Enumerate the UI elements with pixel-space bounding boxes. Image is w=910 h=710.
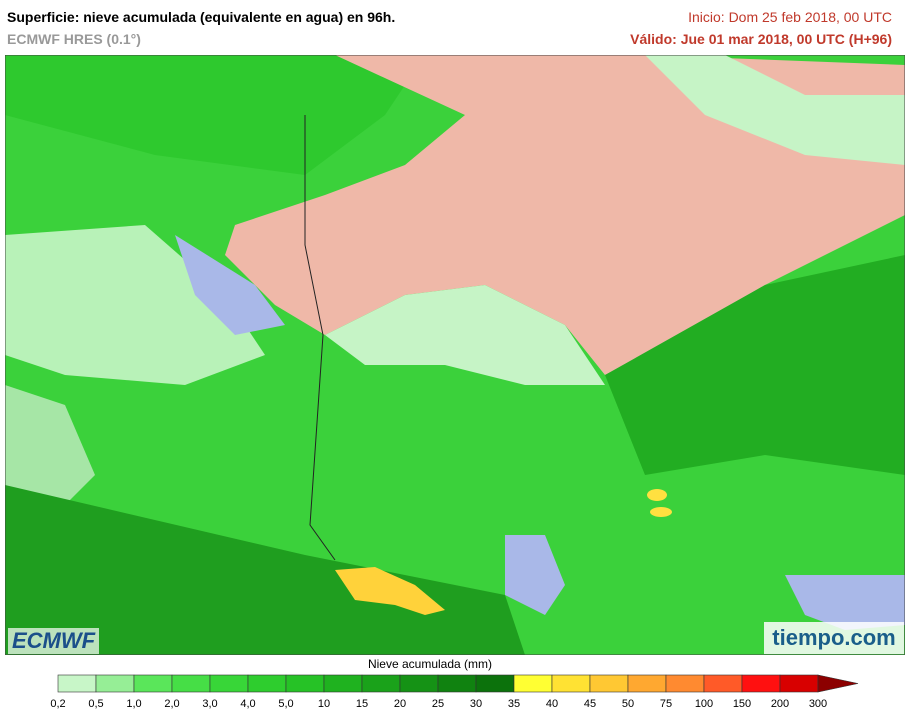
light-band-east (645, 55, 905, 165)
coastline (304, 115, 336, 561)
legend-swatch (57, 674, 97, 693)
channel (5, 55, 425, 175)
legend-label: 45 (584, 698, 596, 710)
legend-swatch (247, 674, 287, 693)
title: Superficie: nieve acumulada (equivalente… (7, 9, 396, 25)
tiempo-logo: tiempo.com (764, 622, 904, 654)
legend-label: 0,2 (50, 698, 65, 710)
tyrrhenian (785, 575, 905, 630)
legend-label: 5,0 (278, 698, 293, 710)
legend-label: 30 (470, 698, 482, 710)
mediterranean (505, 535, 565, 615)
pyrenees (5, 485, 525, 655)
legend-swatch (133, 674, 173, 693)
legend-label: 2,0 (164, 698, 179, 710)
legend-label: 75 (660, 698, 672, 710)
sea (175, 235, 285, 335)
light-band (325, 285, 605, 385)
init-time: Inicio: Dom 25 feb 2018, 00 UTC (688, 9, 892, 25)
legend-swatch (779, 674, 819, 693)
snow-max-alps (650, 507, 672, 517)
legend-label: 40 (546, 698, 558, 710)
legend-swatch (627, 674, 667, 693)
legend-swatch (95, 674, 135, 693)
alps (605, 255, 905, 475)
legend-label: 300 (809, 698, 827, 710)
legend-swatch (741, 674, 781, 693)
map (5, 55, 905, 655)
legend-label: 3,0 (202, 698, 217, 710)
legend: Nieve acumulada (mm) 0,2 0,5 1,0 2,0 3,0 4,0 5… (50, 657, 859, 710)
legend-label: 25 (432, 698, 444, 710)
legend-label: 150 (733, 698, 751, 710)
biscay-band (5, 225, 265, 385)
legend-label: 10 (318, 698, 330, 710)
legend-label: 15 (356, 698, 368, 710)
legend-swatch (399, 674, 439, 693)
legend-swatch (437, 674, 477, 693)
legend-label: 20 (394, 698, 406, 710)
ecmwf-logo: ECMWF (8, 628, 100, 654)
sea-band (5, 385, 95, 505)
legend-label: 0,5 (88, 698, 103, 710)
legend-swatch (703, 674, 743, 693)
snow-max-alps (647, 489, 667, 501)
valid-time: Válido: Jue 01 mar 2018, 00 UTC (H+96) (630, 31, 892, 47)
legend-label: 50 (622, 698, 634, 710)
legend-label: 200 (771, 698, 789, 710)
legend-label: 100 (695, 698, 713, 710)
legend-swatch (361, 674, 401, 693)
legend-swatch (323, 674, 363, 693)
legend-swatch (285, 674, 325, 693)
legend-swatch (171, 674, 211, 693)
legend-title: Nieve acumulada (mm) (368, 657, 492, 671)
legend-swatch (209, 674, 249, 693)
legend-swatch (475, 674, 515, 693)
legend-swatch (551, 674, 591, 693)
legend-label: 35 (508, 698, 520, 710)
legend-swatch (665, 674, 705, 693)
legend-label: 4,0 (240, 698, 255, 710)
legend-arrow (817, 674, 859, 693)
legend-swatch (513, 674, 553, 693)
snow-max-pyrenees (335, 567, 445, 615)
legend-swatch (589, 674, 629, 693)
snow-free-zone (225, 55, 905, 375)
model: ECMWF HRES (0.1°) (7, 31, 141, 47)
legend-label: 1,0 (126, 698, 141, 710)
